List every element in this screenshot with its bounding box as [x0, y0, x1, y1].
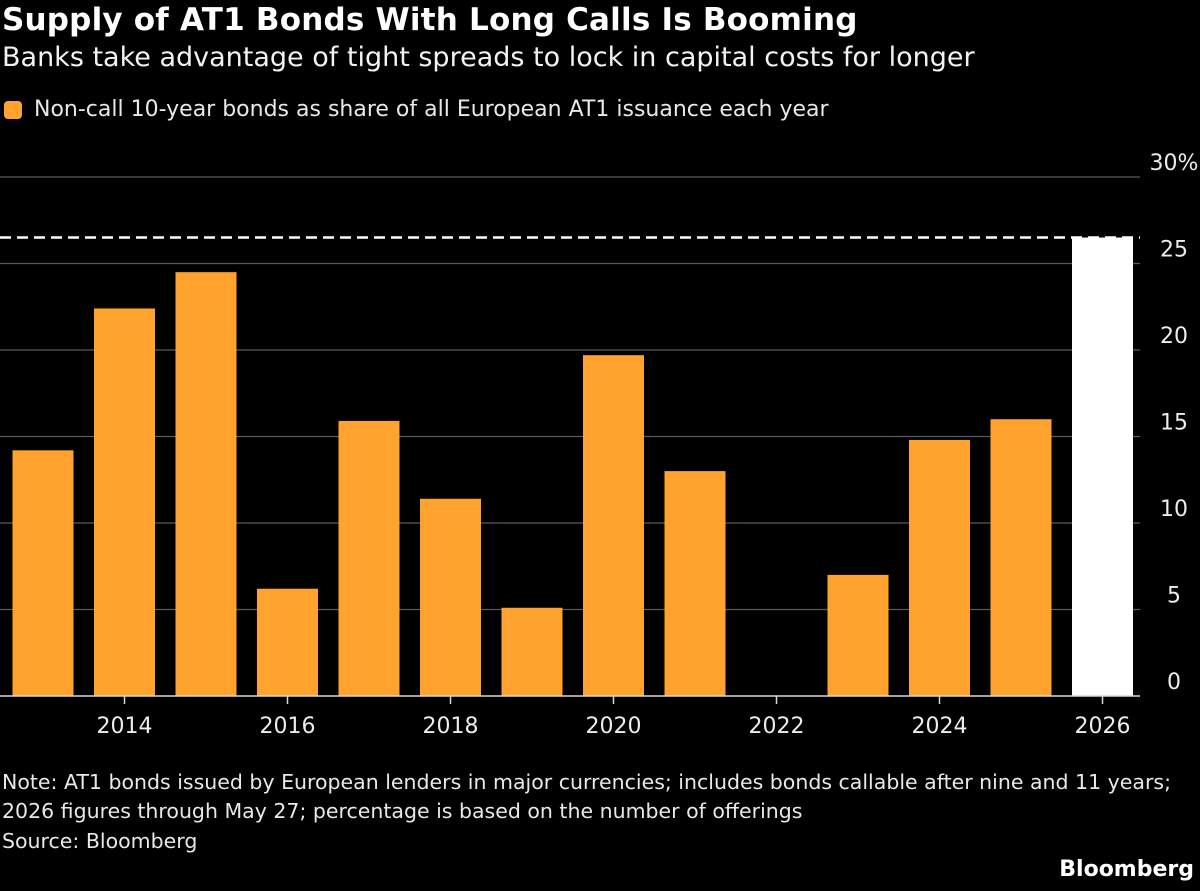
bar-2023 — [827, 574, 889, 696]
bloomberg-logo: Bloomberg — [1059, 857, 1194, 882]
x-tick-label-2026: 2026 — [1075, 714, 1131, 739]
y-tick-label-5: 5 — [1167, 584, 1181, 609]
y-tick-label-25: 25 — [1160, 238, 1188, 263]
bar-2016 — [257, 588, 318, 696]
y-tick-label-30: 30% — [1150, 151, 1199, 176]
bar-2015 — [175, 272, 237, 696]
legend: Non-call 10-year bonds as share of all E… — [4, 97, 829, 122]
x-tick-label-2024: 2024 — [912, 714, 968, 739]
chart-subtitle: Banks take advantage of tight spreads to… — [2, 42, 975, 73]
legend-swatch — [4, 100, 22, 119]
legend-label: Non-call 10-year bonds as share of all E… — [34, 97, 829, 122]
bar-chart: 0 5 10 15 20 25 30% 2014 2016 2018 2020 2022 2024 202… — [0, 151, 1199, 739]
bar-2018 — [420, 498, 481, 696]
bar-2014 — [94, 308, 155, 696]
bar-2026 — [1072, 237, 1133, 697]
chart-title: Supply of AT1 Bonds With Long Calls Is B… — [2, 2, 858, 38]
chart-source: Source: Bloomberg — [2, 829, 198, 853]
bar-2025 — [990, 419, 1052, 696]
y-tick-label-0: 0 — [1167, 670, 1181, 695]
bar-2013 — [12, 450, 74, 696]
x-tick-label-2020: 2020 — [586, 714, 642, 739]
bar-2019 — [501, 607, 563, 696]
bar-2021 — [664, 471, 726, 696]
y-tick-label-20: 20 — [1160, 324, 1188, 349]
y-tick-label-15: 15 — [1160, 411, 1188, 436]
x-tick-label-2018: 2018 — [423, 714, 479, 739]
bar-2017 — [338, 420, 400, 696]
bar-2024 — [909, 439, 970, 696]
bar-2020 — [583, 355, 644, 696]
x-tick-label-2022: 2022 — [749, 714, 805, 739]
x-tick-label-2014: 2014 — [97, 714, 153, 739]
y-tick-label-10: 10 — [1160, 497, 1188, 522]
chart-note: Note: AT1 bonds issued by European lende… — [2, 770, 1171, 823]
x-tick-label-2016: 2016 — [260, 714, 316, 739]
